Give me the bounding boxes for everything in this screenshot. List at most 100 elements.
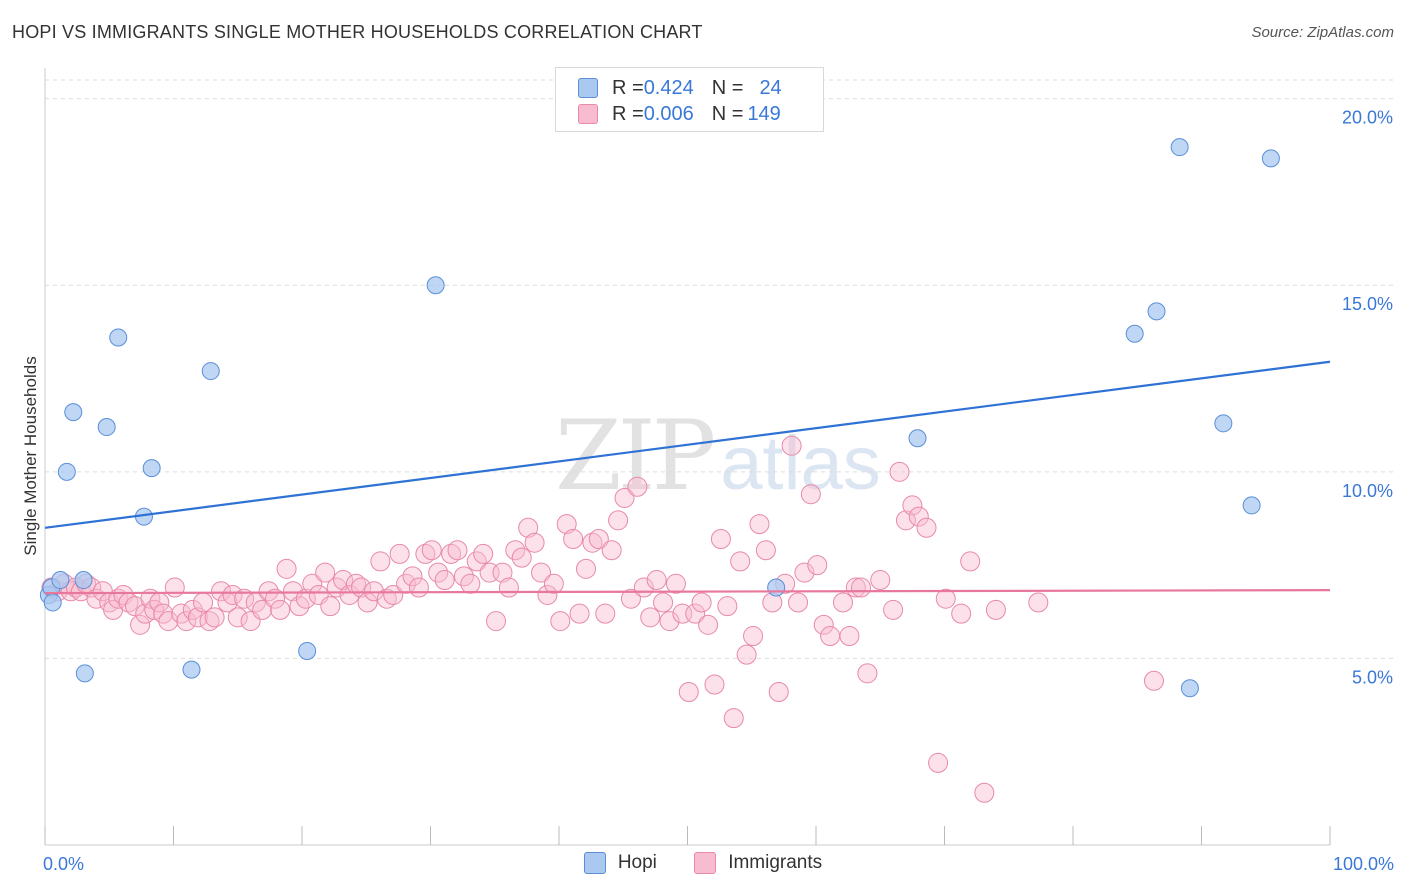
immigrants-point bbox=[550, 611, 571, 632]
hopi-point bbox=[57, 462, 76, 481]
immigrants-point bbox=[850, 577, 871, 598]
chart-title: HOPI VS IMMIGRANTS SINGLE MOTHER HOUSEHO… bbox=[12, 22, 703, 42]
axes bbox=[44, 68, 1331, 846]
immigrants-point bbox=[252, 599, 273, 620]
immigrants-point bbox=[685, 603, 706, 624]
x-tick-label: 0.0% bbox=[43, 854, 84, 874]
immigrants-point bbox=[883, 599, 904, 620]
immigrants-point bbox=[857, 663, 878, 684]
immigrants-point bbox=[320, 596, 341, 617]
immigrants-point bbox=[889, 461, 910, 482]
source-label: Source: ZipAtlas.com bbox=[1251, 24, 1394, 41]
hopi-point bbox=[97, 418, 116, 437]
hopi-point bbox=[201, 362, 220, 381]
correlation-legend: R = 0.424 N = 24 R = 0.006 N = 149 bbox=[555, 67, 824, 132]
immigrants-point bbox=[788, 592, 809, 613]
immigrants-point bbox=[960, 551, 981, 572]
immigrants-point bbox=[234, 588, 255, 609]
legend-r-value: 0.424 bbox=[643, 76, 694, 99]
immigrants-point bbox=[276, 558, 297, 579]
immigrants-point bbox=[985, 599, 1006, 620]
immigrants-point bbox=[164, 577, 185, 598]
immigrants-point bbox=[408, 577, 429, 598]
immigrants-point bbox=[640, 607, 661, 628]
hopi-point bbox=[426, 276, 445, 295]
immigrants-point bbox=[204, 607, 225, 628]
legend-item-immigrants[interactable]: Immigrants bbox=[694, 852, 822, 874]
immigrants-point bbox=[895, 510, 916, 531]
immigrants-point bbox=[376, 588, 397, 609]
immigrants-point bbox=[389, 543, 410, 564]
immigrants-point bbox=[283, 581, 304, 602]
immigrants-point bbox=[588, 529, 609, 549]
immigrants-point bbox=[543, 573, 564, 594]
immigrants-point bbox=[691, 592, 712, 613]
watermark-zip: ZIP bbox=[555, 400, 716, 512]
immigrants-point bbox=[653, 592, 674, 613]
hopi-point bbox=[1261, 149, 1280, 168]
hopi-point bbox=[767, 578, 786, 597]
immigrants-point bbox=[518, 517, 539, 538]
immigrants-point bbox=[556, 514, 577, 535]
immigrants-point bbox=[743, 626, 764, 647]
y-tick-label: 15.0% bbox=[1342, 294, 1393, 314]
data-points bbox=[39, 138, 1280, 803]
immigrants-point bbox=[315, 562, 336, 583]
immigrants-point bbox=[928, 752, 949, 773]
immigrants-point bbox=[704, 674, 725, 695]
hopi-point bbox=[142, 459, 161, 478]
immigrants-point bbox=[1143, 670, 1164, 691]
immigrants-point bbox=[402, 566, 423, 587]
immigrants-point bbox=[498, 577, 519, 598]
legend-item-hopi[interactable]: Hopi bbox=[583, 852, 657, 874]
immigrants-point bbox=[222, 584, 243, 605]
immigrants-point bbox=[524, 532, 545, 553]
immigrants-point bbox=[678, 682, 699, 702]
immigrants-point bbox=[755, 540, 776, 561]
immigrants-point bbox=[601, 540, 622, 561]
immigrants-point bbox=[339, 584, 360, 605]
grid-lines bbox=[45, 79, 1394, 659]
trend-lines bbox=[44, 360, 1331, 595]
immigrants-point bbox=[820, 626, 841, 647]
hopi-point bbox=[51, 571, 70, 590]
immigrants-point bbox=[434, 570, 455, 591]
hopi-point bbox=[298, 641, 317, 660]
legend-n-value: 24 bbox=[759, 76, 782, 99]
immigrants-point bbox=[627, 476, 648, 497]
immigrants-point bbox=[447, 540, 468, 561]
immigrants-point bbox=[227, 607, 248, 628]
immigrants-point bbox=[794, 562, 815, 583]
legend-row-hopi: R = 0.424 N = 24 bbox=[578, 76, 782, 100]
immigrants-point bbox=[595, 603, 616, 624]
hopi-point bbox=[1242, 496, 1261, 515]
immigrants-point bbox=[441, 543, 462, 564]
immigrants-point bbox=[974, 782, 995, 803]
immigrants-point bbox=[749, 514, 770, 535]
immigrants-point bbox=[158, 611, 179, 632]
tick-labels: 5.0% 10.0% 15.0% 20.0% 0.0% 100.0% bbox=[43, 108, 1394, 874]
legend-n-label: N = bbox=[711, 102, 744, 125]
hopi-point bbox=[1147, 302, 1166, 321]
hopi-point bbox=[74, 571, 93, 590]
immigrants-point bbox=[665, 573, 686, 594]
legend-r-label: R = bbox=[612, 102, 644, 125]
immigrants-point bbox=[710, 529, 731, 549]
immigrants-point bbox=[951, 603, 972, 624]
legend-swatch-immigrants bbox=[694, 852, 717, 874]
legend-swatch-immigrants bbox=[578, 104, 598, 124]
immigrants-point bbox=[270, 599, 291, 620]
immigrants-point bbox=[736, 644, 757, 665]
immigrants-point bbox=[333, 570, 354, 591]
immigrants-point bbox=[1028, 592, 1049, 613]
immigrants-point bbox=[813, 614, 834, 635]
immigrants-point bbox=[902, 495, 923, 516]
hopi-point bbox=[1180, 679, 1199, 698]
y-tick-label: 10.0% bbox=[1342, 481, 1393, 501]
immigrants-point bbox=[832, 592, 853, 613]
immigrants-point bbox=[916, 517, 937, 538]
legend-n-value: 149 bbox=[747, 102, 781, 125]
immigrants-point bbox=[781, 435, 802, 456]
series-legend: Hopi Immigrants bbox=[0, 852, 1406, 880]
